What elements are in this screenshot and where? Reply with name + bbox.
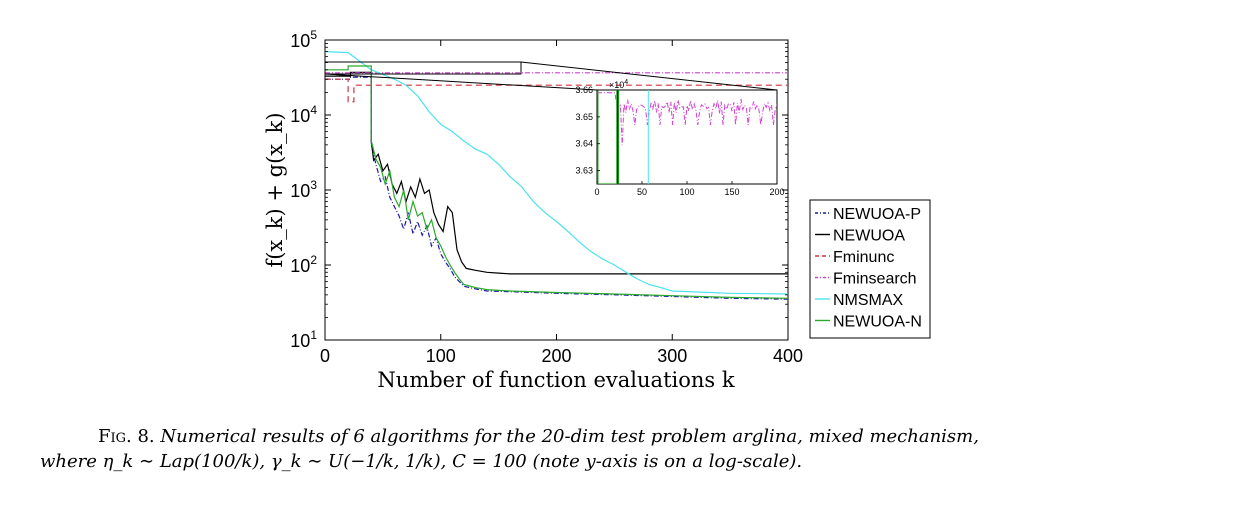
y-tick-label: 105 [290, 28, 317, 51]
legend-label-newuoa: NEWUOA [833, 228, 905, 245]
inset-x-tick-label: 50 [637, 187, 647, 197]
x-axis-label: Number of function evaluations k [377, 368, 734, 392]
legend-label-nmsmax: NMSMAX [833, 292, 904, 309]
series-line-newuoa-n [325, 65, 788, 299]
series-line-fminunc [325, 78, 788, 103]
inset-y-tick-label: 3.63 [575, 166, 593, 176]
y-tick-label: 104 [290, 103, 317, 126]
legend-box [809, 199, 931, 339]
series-line-nmsmax [325, 51, 788, 295]
x-tick-label: 0 [320, 346, 330, 366]
inset-x-tick-label: 100 [679, 187, 694, 197]
inset-y-multiplier: ×104 [609, 79, 628, 90]
zoom-region-box [324, 61, 522, 75]
figure-label: Fig. 8. [98, 426, 155, 447]
legend-label-fminsearch: Fminsearch [833, 271, 917, 288]
x-tick-label: 100 [426, 346, 456, 366]
legend-label-fminunc: Fminunc [833, 249, 894, 266]
inset-y-tick-label: 3.65 [575, 112, 593, 122]
y-tick-label: 103 [290, 178, 317, 201]
x-tick-label: 400 [773, 346, 803, 366]
legend-label-newuoa-n: NEWUOA-N [833, 314, 922, 331]
x-tick-label: 300 [657, 346, 687, 366]
inset-x-tick-label: 150 [724, 187, 739, 197]
inset-y-tick-label: 3.66 [575, 85, 593, 95]
inset-plot-area [596, 89, 778, 185]
y-tick-label: 102 [290, 253, 317, 276]
caption-line-1: Numerical results of 6 algorithms for th… [160, 426, 979, 447]
caption-line-2: where η_k ∼ Lap(100/k), γ_k ∼ U(−1/k, 1/… [40, 451, 803, 472]
y-tick-label: 101 [290, 328, 317, 351]
figure-caption: Fig. 8. Numerical results of 6 algorithm… [40, 424, 1210, 474]
inset-y-tick-label: 3.64 [575, 139, 593, 149]
x-tick-label: 200 [541, 346, 571, 366]
legend-label-newuoa-p: NEWUOA-P [833, 206, 921, 223]
line-chart: 101 102 103 104 105 0 100 200 300 400 Number of f… [263, 28, 931, 392]
inset-x-tick-label: 200 [769, 187, 784, 197]
y-axis-label: f(x_k) + g(x_k) [263, 112, 287, 267]
series-line-newuoa-p [325, 76, 788, 300]
zoom-connector-upper [520, 61, 778, 91]
zoom-connector-lower [324, 73, 598, 91]
inset-x-tick-label: 0 [594, 187, 599, 197]
